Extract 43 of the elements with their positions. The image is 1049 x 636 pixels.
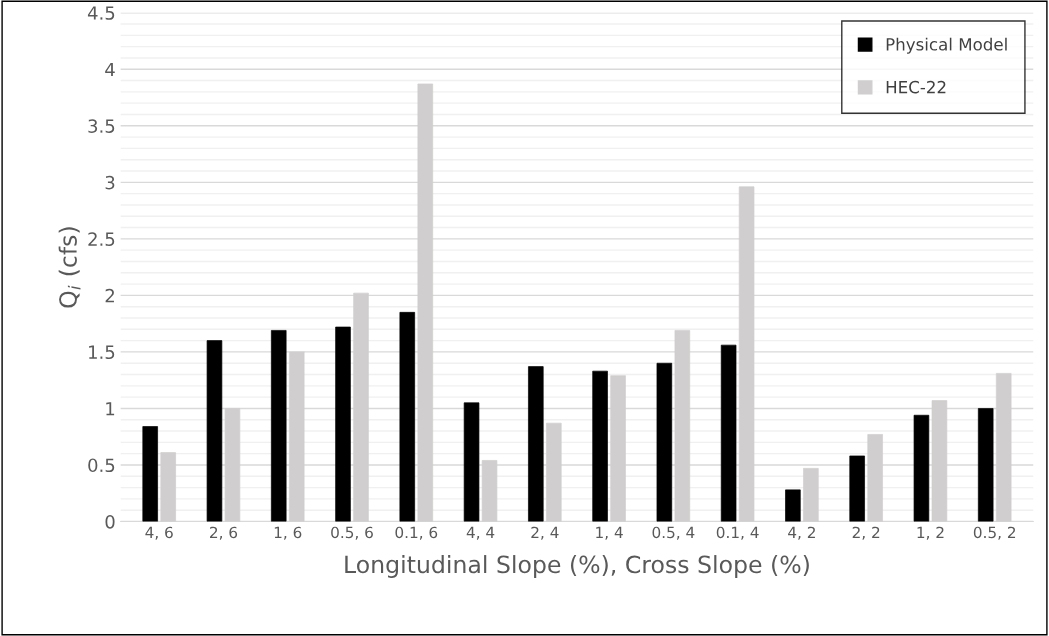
bar (206, 340, 223, 522)
bar (913, 414, 930, 522)
y-tick-label: 4.5 (87, 6, 115, 20)
x-tick-label: 2, 4 (531, 526, 559, 540)
y-tick-label: 0 (105, 514, 115, 529)
bar (592, 370, 608, 522)
x-tick-label: 1, 4 (596, 526, 623, 540)
bar (720, 344, 737, 522)
y-tick-label: 3.5 (88, 119, 115, 133)
bar (656, 362, 673, 522)
bar (977, 408, 994, 522)
bar (335, 326, 351, 522)
y-tick-label: 2 (105, 288, 114, 303)
bar (849, 455, 865, 522)
bar (399, 312, 416, 522)
bar (463, 402, 480, 522)
bar (803, 468, 819, 522)
x-tick-label: 2, 6 (210, 526, 238, 540)
y-tick-label: 3 (105, 175, 115, 190)
y-tick-label: 2.5 (88, 232, 115, 246)
x-tick-label: 2, 2 (852, 526, 880, 540)
x-tick-label: 4, 4 (466, 526, 495, 540)
y-tick-label: 0.5 (88, 458, 115, 473)
legend-label: Physical Model (886, 37, 1007, 54)
x-tick-label: 1, 2 (917, 526, 944, 540)
legend-label: HEC-22 (886, 80, 946, 94)
x-tick-label: 0.1, 6 (395, 526, 438, 540)
y-tick-label: 1.5 (89, 345, 115, 360)
x-tick-label: 4, 6 (145, 526, 173, 540)
x-tick-label: 0.1, 4 (716, 526, 759, 540)
bar (142, 426, 158, 522)
y-tick-label: 4 (105, 62, 115, 77)
bar (785, 489, 801, 522)
y-tick-label: 1 (106, 402, 115, 416)
x-tick-label: 4, 2 (788, 526, 815, 540)
bar (271, 330, 287, 522)
x-tick-label: 0.5, 4 (652, 526, 695, 540)
x-axis-title: Longitudinal Slope (%), Cross Slope (%) (345, 555, 809, 578)
y-axis-title: Q$_{i}$ (cfs) (58, 227, 81, 308)
bar (528, 366, 544, 522)
x-tick-label: 0.5, 2 (973, 526, 1016, 540)
x-tick-label: 1, 6 (274, 526, 302, 540)
x-tick-label: 0.5, 6 (331, 526, 373, 540)
